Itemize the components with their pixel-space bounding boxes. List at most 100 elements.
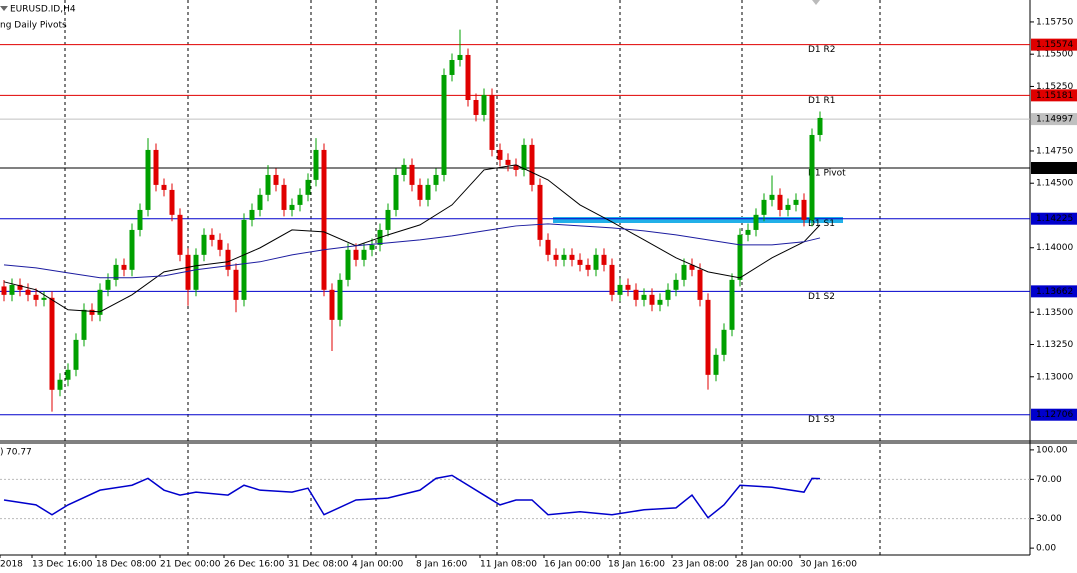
candle-body [401, 164, 407, 175]
plot: 1.15750 1.15500 1.15250 1.14750 1.14500 1.140… [0, 17, 1073, 570]
x-tick-label: 11 Jan 08:00 [480, 560, 537, 570]
candle-body [713, 354, 719, 375]
candle-body [297, 194, 303, 205]
candle-body [529, 144, 535, 185]
candle-body [9, 284, 15, 295]
candle-body [545, 239, 551, 255]
candle-body [577, 259, 583, 265]
candle-body [225, 249, 231, 270]
candle-body [689, 264, 695, 270]
price-box [1031, 38, 1077, 51]
x-tick-label: 8 Jan 16:00 [416, 560, 468, 570]
rsi-value: 70.77 [6, 448, 32, 458]
price-box [1031, 113, 1077, 126]
candle-body [49, 297, 55, 390]
candle-body [121, 264, 127, 270]
y-tick-label: 1.15750 [1036, 17, 1073, 27]
price-box-label: 1.14997 [1036, 115, 1073, 125]
candle-body [753, 214, 759, 230]
candle-body [393, 174, 399, 210]
y-tick-label: 1.13250 [1036, 340, 1073, 350]
candle-body [625, 284, 631, 290]
candle-body [657, 299, 663, 305]
candle-body [129, 229, 135, 270]
candle-body [705, 299, 711, 375]
candle-body [697, 269, 703, 300]
candle-body [73, 339, 79, 370]
candle-body [417, 184, 423, 200]
price-box-label: 1.15181 [1036, 91, 1073, 101]
x-tick-label: 2018 [0, 560, 23, 570]
candle-body [737, 234, 743, 280]
candle-body [217, 239, 223, 250]
candle-body [785, 204, 791, 210]
candle-body [289, 204, 295, 210]
moving-average [3, 164, 821, 313]
shift-marker [812, 0, 820, 5]
price-box [1031, 285, 1077, 298]
x-tick-label: 28 Jan 00:00 [736, 560, 793, 570]
moving-average [3, 223, 821, 279]
candle-body [473, 100, 479, 115]
x-tick-label: 23 Jan 08:00 [672, 560, 729, 570]
candle-body [665, 289, 671, 300]
x-tick-label: 18 Dec 08:00 [96, 560, 157, 570]
price-box [1031, 89, 1077, 102]
price-box-label: 1.14618 [1036, 164, 1073, 174]
candle-body [409, 164, 415, 185]
candle-body [345, 249, 351, 280]
candle-body [817, 117, 823, 135]
pivot-label: D1 S3 [808, 415, 835, 425]
candle-body [97, 289, 103, 315]
candle-body [673, 279, 679, 290]
candle-body [521, 144, 527, 170]
chart-title: EURUSD.ID,H4 [10, 5, 76, 15]
candle-body [609, 264, 615, 295]
candle-body [641, 294, 647, 300]
candle-body [649, 294, 655, 305]
price-box-label: 1.12706 [1036, 410, 1073, 420]
candle-body [105, 279, 111, 290]
candle-body [257, 194, 263, 210]
candle-body [617, 284, 623, 295]
candle-body [809, 134, 815, 220]
candle-body [761, 199, 767, 215]
pivot-label: D1 S1 [808, 219, 835, 229]
y-tick-label: 1.15500 [1036, 50, 1073, 60]
price-box-label: 1.13662 [1036, 287, 1073, 297]
chart-icon [0, 6, 8, 11]
candle-body [601, 254, 607, 265]
indicator-label: ng Daily Pivots [0, 21, 67, 31]
candle-body [193, 254, 199, 290]
y-tick-label: 1.14000 [1036, 243, 1073, 253]
candle-body [329, 289, 335, 320]
rsi-tick-label: 30.00 [1036, 514, 1062, 524]
y-tick-label: 1.13000 [1036, 372, 1073, 382]
rsi-tick-label: 100.00 [1036, 445, 1068, 455]
candle-body [433, 174, 439, 185]
candle-body [81, 309, 87, 340]
y-tick-label: 1.13500 [1036, 308, 1073, 318]
candle-body [681, 264, 687, 280]
candle-body [441, 74, 447, 175]
y-tick-label: 1.15250 [1036, 82, 1073, 92]
candle-body [561, 254, 567, 260]
candle-body [585, 264, 591, 270]
x-tick-label: 30 Jan 16:00 [800, 560, 857, 570]
candle-body [65, 369, 71, 380]
highlight-zone [553, 217, 843, 223]
candle-body [113, 264, 119, 280]
candle-body [745, 229, 751, 235]
candle-body [337, 279, 343, 320]
candle-body [137, 209, 143, 230]
candle-body [321, 149, 327, 290]
rsi-tick-label: 70.00 [1036, 475, 1062, 485]
price-box [1031, 212, 1077, 225]
pivot-label: D1 R2 [808, 45, 836, 55]
rsi-line [3, 474, 821, 519]
candle-body [497, 149, 503, 160]
candle-body [17, 284, 23, 290]
x-tick-label: 13 Dec 16:00 [32, 560, 93, 570]
rsi-tick-label: 0.00 [1036, 544, 1056, 554]
candle-body [281, 184, 287, 210]
